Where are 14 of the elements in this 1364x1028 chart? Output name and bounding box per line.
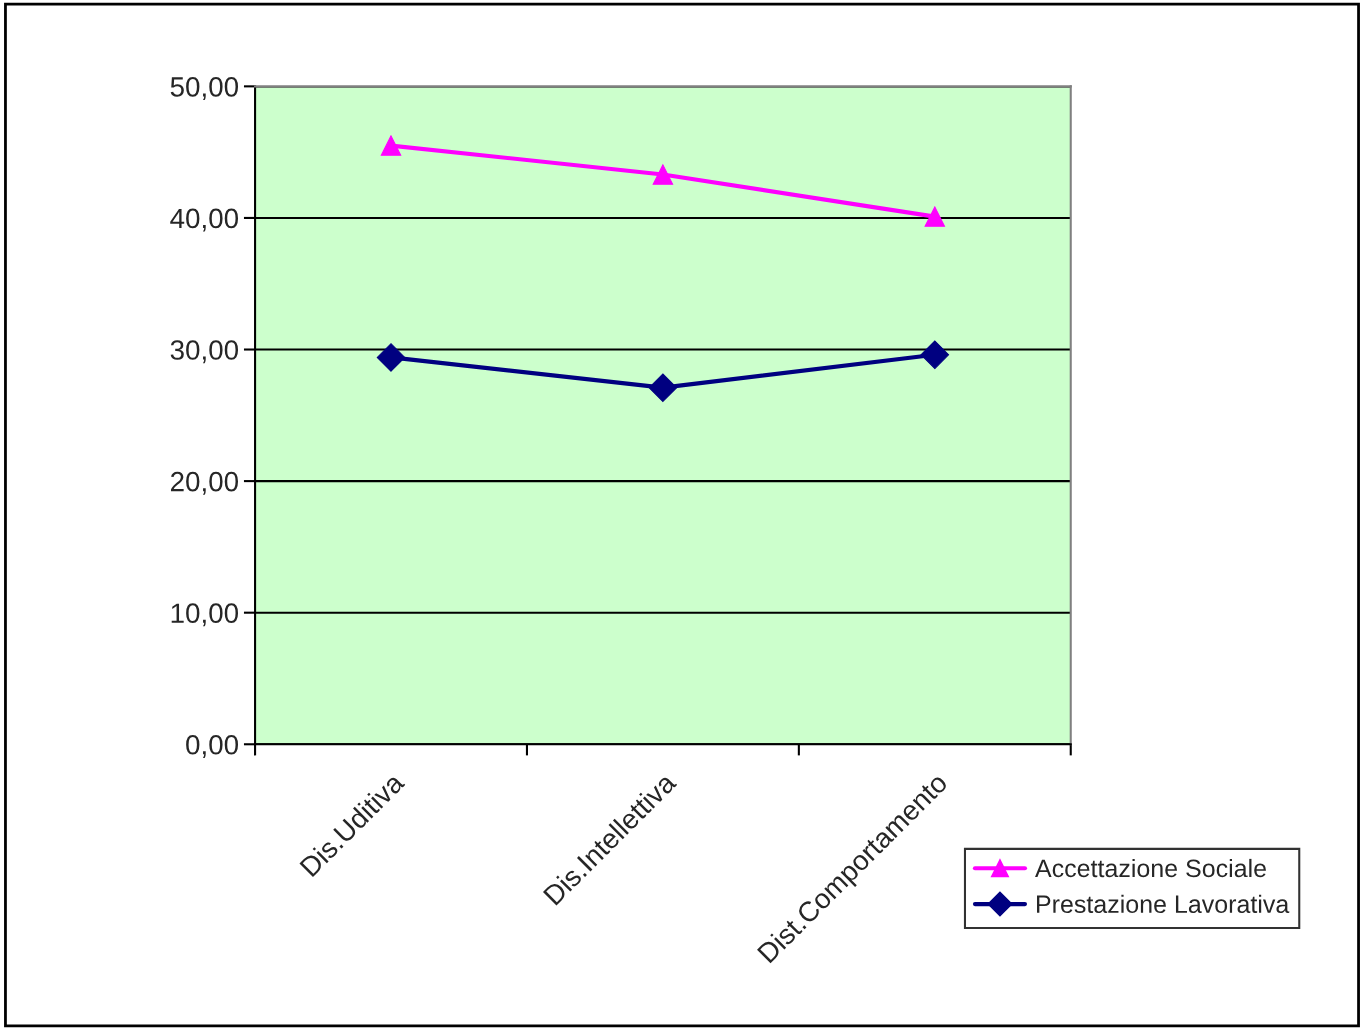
legend-label: Accettazione Sociale: [1035, 858, 1266, 878]
y-tick-label: 20,00: [170, 471, 239, 495]
y-tick-label: 10,00: [171, 603, 239, 627]
legend-label: Prestazione Lavorativa: [1037, 894, 1290, 914]
point: [920, 340, 950, 370]
y-tick-label: 30,00: [170, 340, 239, 364]
y-tick-label: 50,00: [170, 77, 239, 100]
point: [380, 135, 402, 156]
y-tick-label: 40,00: [170, 208, 239, 232]
point: [924, 206, 946, 227]
point: [648, 373, 678, 402]
point: [376, 343, 406, 372]
point: [652, 164, 674, 185]
y-tick-label: 0,00: [186, 734, 239, 758]
